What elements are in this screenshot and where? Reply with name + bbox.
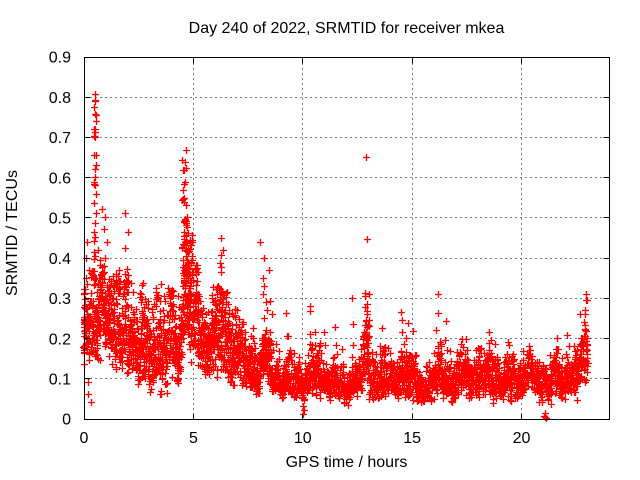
svg-text:5: 5 — [189, 430, 198, 447]
svg-text:SRMTID / TECUs: SRMTID / TECUs — [4, 170, 21, 296]
svg-text:GPS time / hours: GPS time / hours — [286, 454, 408, 471]
svg-text:0.9: 0.9 — [49, 50, 71, 67]
svg-text:0.8: 0.8 — [49, 90, 71, 107]
svg-text:15: 15 — [403, 430, 421, 447]
svg-text:0: 0 — [62, 412, 71, 429]
svg-text:0.3: 0.3 — [49, 291, 71, 308]
svg-text:0.1: 0.1 — [49, 372, 71, 389]
svg-text:0.7: 0.7 — [49, 130, 71, 147]
svg-text:Day 240 of 2022, SRMTID for re: Day 240 of 2022, SRMTID for receiver mke… — [189, 20, 505, 37]
svg-text:0.6: 0.6 — [49, 170, 71, 187]
svg-text:0.4: 0.4 — [49, 251, 71, 268]
svg-text:0.5: 0.5 — [49, 211, 71, 228]
svg-text:20: 20 — [513, 430, 531, 447]
svg-text:0.2: 0.2 — [49, 331, 71, 348]
svg-text:10: 10 — [294, 430, 312, 447]
svg-text:0: 0 — [80, 430, 89, 447]
